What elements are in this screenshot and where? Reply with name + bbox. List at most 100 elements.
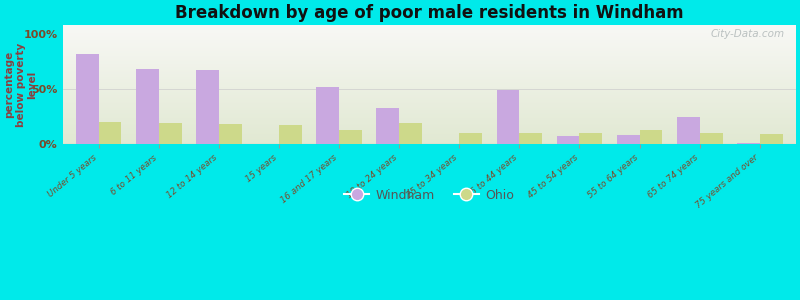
Bar [62, 82, 796, 83]
Bar [62, 34, 796, 35]
Bar [62, 40, 796, 41]
Bar [62, 102, 796, 103]
Bar [497, 90, 519, 144]
Bar [62, 47, 796, 48]
Bar [62, 36, 796, 37]
Bar [62, 136, 796, 137]
Bar [339, 130, 362, 144]
Bar [62, 96, 796, 97]
Bar [62, 49, 796, 50]
Bar [62, 93, 796, 94]
Bar [62, 110, 796, 111]
Bar [62, 60, 796, 61]
Bar [519, 133, 542, 144]
Bar [62, 101, 796, 102]
Bar [557, 136, 579, 144]
Bar [62, 123, 796, 124]
Bar [62, 89, 796, 90]
Bar [62, 65, 796, 66]
Bar [62, 135, 796, 136]
Bar [62, 131, 796, 132]
Bar [62, 28, 796, 29]
Bar [62, 81, 796, 82]
Bar [62, 94, 796, 95]
Bar [62, 33, 796, 34]
Bar [62, 58, 796, 59]
Bar [677, 117, 700, 144]
Legend: Windham, Ohio: Windham, Ohio [339, 184, 519, 207]
Bar [62, 106, 796, 107]
Bar [62, 66, 796, 67]
Bar [62, 42, 796, 43]
Bar [62, 86, 796, 87]
Bar [62, 25, 796, 26]
Bar [62, 63, 796, 64]
Bar [62, 100, 796, 101]
Bar [62, 70, 796, 71]
Bar [62, 128, 796, 129]
Bar [62, 38, 796, 39]
Bar [62, 62, 796, 63]
Bar [62, 125, 796, 126]
Bar [62, 99, 796, 100]
Title: Breakdown by age of poor male residents in Windham: Breakdown by age of poor male residents … [175, 4, 683, 22]
Bar [62, 78, 796, 79]
Bar [62, 69, 796, 70]
Bar [62, 132, 796, 133]
Bar [62, 120, 796, 121]
Bar [62, 88, 796, 89]
Bar [62, 77, 796, 78]
Bar [62, 67, 796, 68]
Bar [62, 85, 796, 86]
Bar [62, 142, 796, 143]
Bar [62, 50, 796, 51]
Bar [62, 134, 796, 135]
Bar [62, 74, 796, 75]
Bar [62, 97, 796, 98]
Text: City-Data.com: City-Data.com [710, 29, 785, 39]
Bar [376, 108, 399, 144]
Bar [279, 125, 302, 144]
Bar [62, 104, 796, 105]
Bar [62, 118, 796, 119]
Bar [399, 123, 422, 144]
Bar [62, 55, 796, 56]
Bar [62, 40, 796, 41]
Bar [62, 48, 796, 49]
Bar [62, 71, 796, 72]
Bar [62, 91, 796, 92]
Bar [62, 143, 796, 144]
Bar [639, 130, 662, 144]
Bar [62, 56, 796, 57]
Bar [62, 108, 796, 109]
Bar [219, 124, 242, 144]
Bar [62, 35, 796, 36]
Bar [62, 64, 796, 65]
Bar [62, 61, 796, 62]
Bar [62, 133, 796, 134]
Bar [62, 114, 796, 115]
Bar [62, 79, 796, 80]
Bar [760, 134, 782, 144]
Bar [737, 143, 760, 144]
Bar [62, 54, 796, 55]
Bar [62, 46, 796, 47]
Bar [316, 87, 339, 144]
Bar [62, 117, 796, 118]
Bar [62, 137, 796, 138]
Bar [62, 129, 796, 130]
Bar [62, 116, 796, 117]
Bar [62, 72, 796, 73]
Bar [62, 126, 796, 127]
Bar [62, 75, 796, 76]
Bar [62, 84, 796, 85]
Y-axis label: percentage
below poverty
level: percentage below poverty level [4, 43, 38, 127]
Bar [62, 122, 796, 123]
Bar [98, 122, 122, 144]
Bar [62, 31, 796, 32]
Bar [62, 57, 796, 58]
Bar [62, 92, 796, 93]
Bar [62, 111, 796, 112]
Bar [62, 41, 796, 42]
Bar [62, 59, 796, 60]
